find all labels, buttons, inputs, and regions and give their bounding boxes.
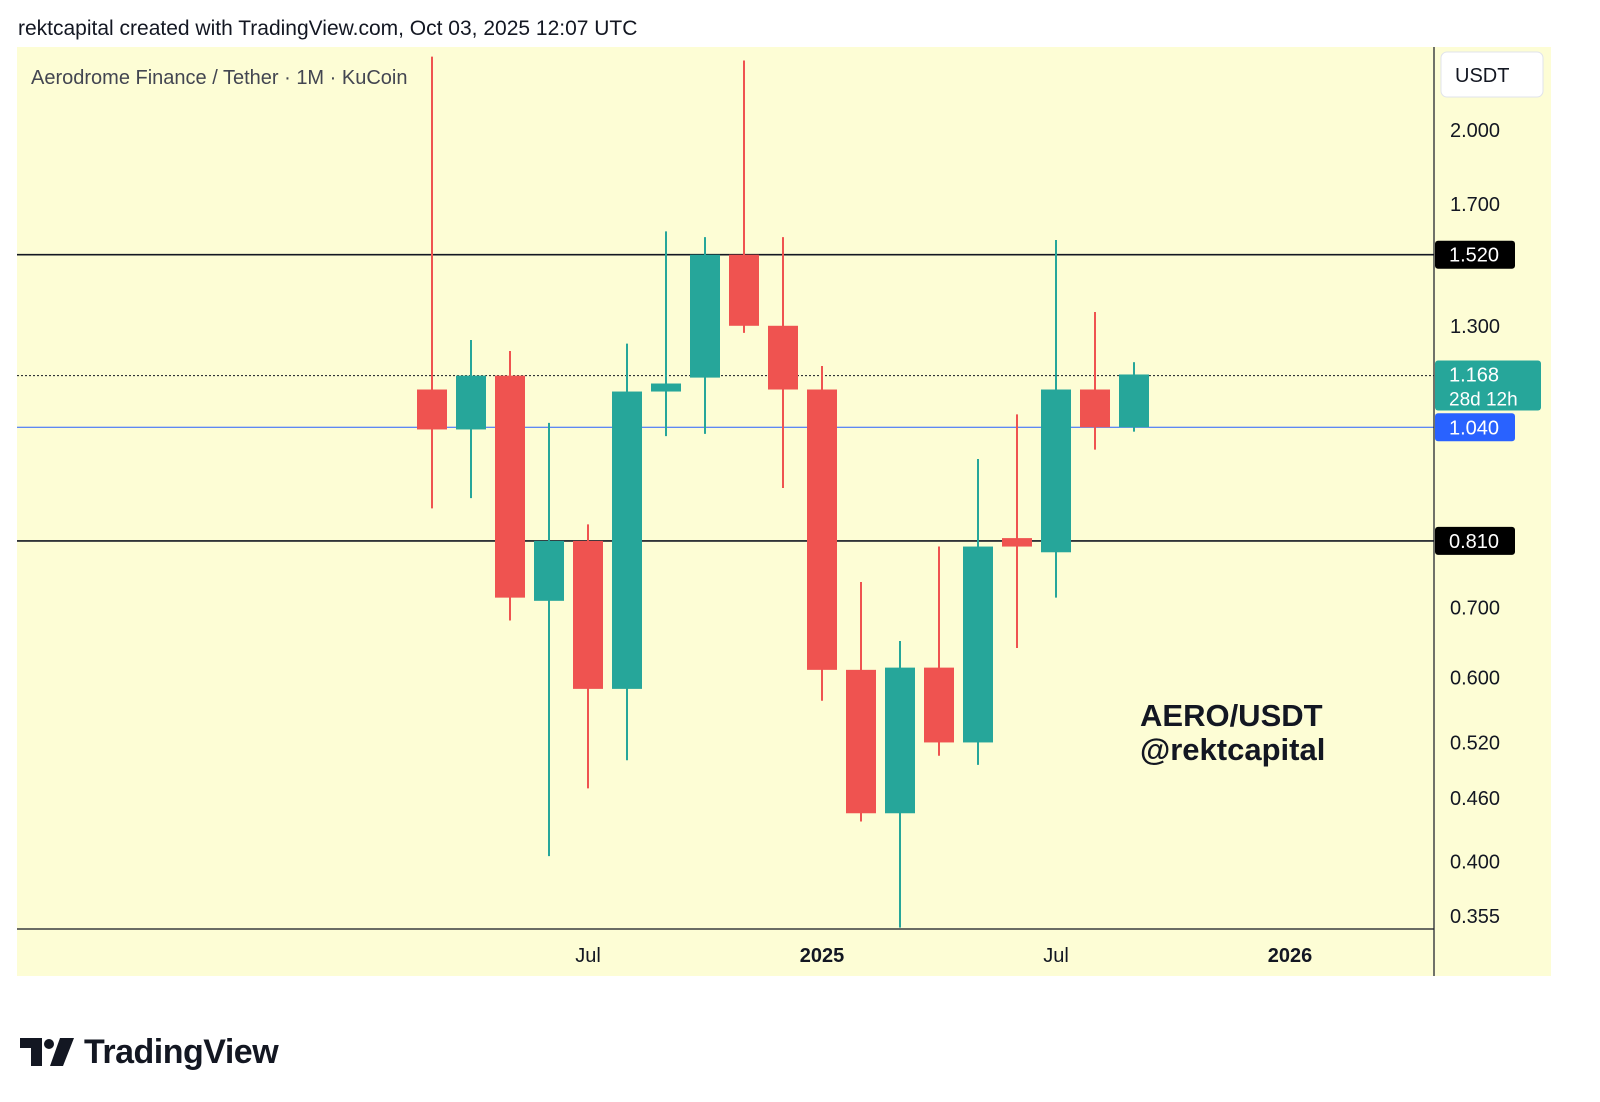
- candle-body: [651, 383, 681, 392]
- price-badge-box: [1435, 413, 1515, 442]
- price-badge-box: [1435, 240, 1515, 269]
- price-tick-label: 0.400: [1450, 852, 1500, 874]
- candle[interactable]: [963, 458, 993, 765]
- candle-body: [534, 540, 564, 601]
- time-tick-label: 2025: [800, 945, 845, 967]
- candle-body: [807, 389, 837, 670]
- candle[interactable]: [612, 343, 642, 761]
- price-badge-text: 1.040: [1449, 417, 1499, 439]
- candle-body: [924, 667, 954, 743]
- candle[interactable]: [768, 237, 798, 488]
- candle-body: [1002, 538, 1032, 547]
- price-tick-label: 0.700: [1450, 597, 1500, 619]
- candle-body: [768, 325, 798, 390]
- annotation-author: @rektcapital: [1140, 732, 1325, 767]
- price-badge-box: [1435, 360, 1541, 411]
- price-tick-label: 0.520: [1450, 732, 1500, 754]
- chart-credit: rektcapital created with TradingView.com…: [18, 17, 638, 40]
- tradingview-logo-icon: [20, 1038, 74, 1066]
- candle-body: [846, 669, 876, 814]
- price-label-badge: 1.040: [1435, 413, 1515, 442]
- candle[interactable]: [1080, 312, 1110, 450]
- chart-title: Aerodrome Finance / Tether · 1M · KuCoin: [31, 67, 407, 89]
- time-tick-label: Jul: [575, 945, 601, 967]
- candle-body: [1119, 374, 1149, 428]
- price-tick-label: 0.460: [1450, 788, 1500, 810]
- candle[interactable]: [495, 350, 525, 621]
- candle[interactable]: [1119, 362, 1149, 432]
- candle[interactable]: [1041, 239, 1071, 598]
- price-badge-text: 1.168: [1449, 364, 1499, 386]
- chart-container[interactable]: Aerodrome Finance / Tether · 1M · KuCoin…: [17, 47, 1583, 1000]
- candle-body: [729, 254, 759, 326]
- candle[interactable]: [651, 231, 681, 437]
- candle-body: [612, 391, 642, 689]
- candle[interactable]: [534, 422, 564, 857]
- candle-body: [417, 389, 447, 430]
- candle-body: [495, 375, 525, 598]
- candle-body: [1080, 389, 1110, 428]
- candle[interactable]: [924, 546, 954, 756]
- plot-background: [17, 47, 1551, 976]
- candle[interactable]: [729, 60, 759, 333]
- price-badge-text: 1.520: [1449, 245, 1499, 267]
- candle[interactable]: [690, 237, 720, 434]
- candle[interactable]: [417, 56, 447, 509]
- price-tick-label: 0.600: [1450, 667, 1500, 689]
- annotation-pair: AERO/USDT: [1140, 698, 1323, 733]
- time-tick-label: Jul: [1043, 945, 1069, 967]
- price-label-badge: 1.520: [1435, 240, 1515, 269]
- candle[interactable]: [885, 640, 915, 928]
- tradingview-wordmark: TradingView: [84, 1032, 279, 1071]
- price-badge-countdown: 28d 12h: [1449, 389, 1518, 410]
- price-badge-text: 0.810: [1449, 531, 1499, 553]
- price-tick-label: 1.700: [1450, 194, 1500, 216]
- candle-body: [1041, 389, 1071, 553]
- candle[interactable]: [846, 582, 876, 822]
- candle[interactable]: [456, 339, 486, 499]
- candle[interactable]: [807, 365, 837, 701]
- price-tick-label: 0.355: [1450, 906, 1500, 928]
- candle-body: [573, 540, 603, 689]
- candle-body: [885, 667, 915, 814]
- price-badge-box: [1435, 526, 1515, 555]
- currency-label[interactable]: USDT: [1455, 65, 1509, 87]
- candle[interactable]: [1002, 414, 1032, 649]
- price-label-badge: 0.810: [1435, 526, 1515, 555]
- price-label-badge: 1.168 28d 12h: [1435, 360, 1541, 411]
- candlestick-chart[interactable]: Aerodrome Finance / Tether · 1M · KuCoin…: [17, 47, 1583, 1000]
- price-tick-label: 1.300: [1450, 316, 1500, 338]
- currency-button[interactable]: USDT: [1440, 51, 1544, 98]
- footer-brand[interactable]: TradingView: [20, 1032, 279, 1072]
- candle-body: [963, 546, 993, 743]
- candle-body: [690, 254, 720, 378]
- price-tick-label: 2.000: [1450, 120, 1500, 142]
- candle-body: [456, 375, 486, 430]
- time-tick-label: 2026: [1268, 945, 1313, 967]
- candle[interactable]: [573, 524, 603, 789]
